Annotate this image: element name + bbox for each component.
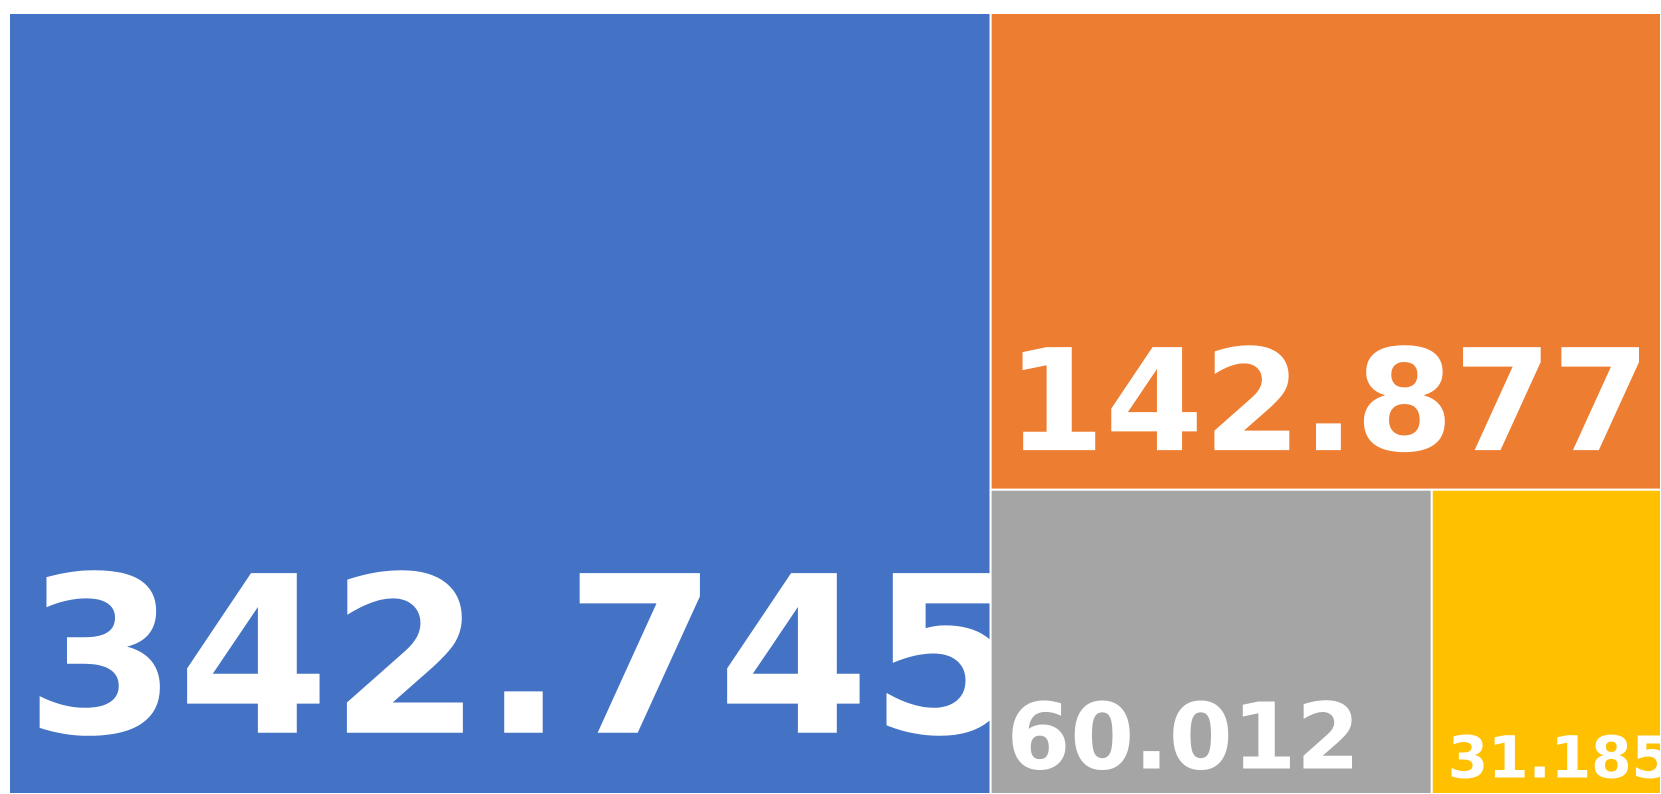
treemap-tile (8, 12, 992, 794)
tile-label: 142.877 (1007, 320, 1651, 484)
tile-label: 60.012 (1007, 683, 1360, 790)
treemap-tile (989, 488, 1433, 794)
treemap-tile (989, 12, 1661, 491)
treemap-tile (1430, 488, 1661, 794)
tile-label: 31.185 (1448, 724, 1661, 792)
tile-label: 342.745 (25, 530, 1022, 785)
